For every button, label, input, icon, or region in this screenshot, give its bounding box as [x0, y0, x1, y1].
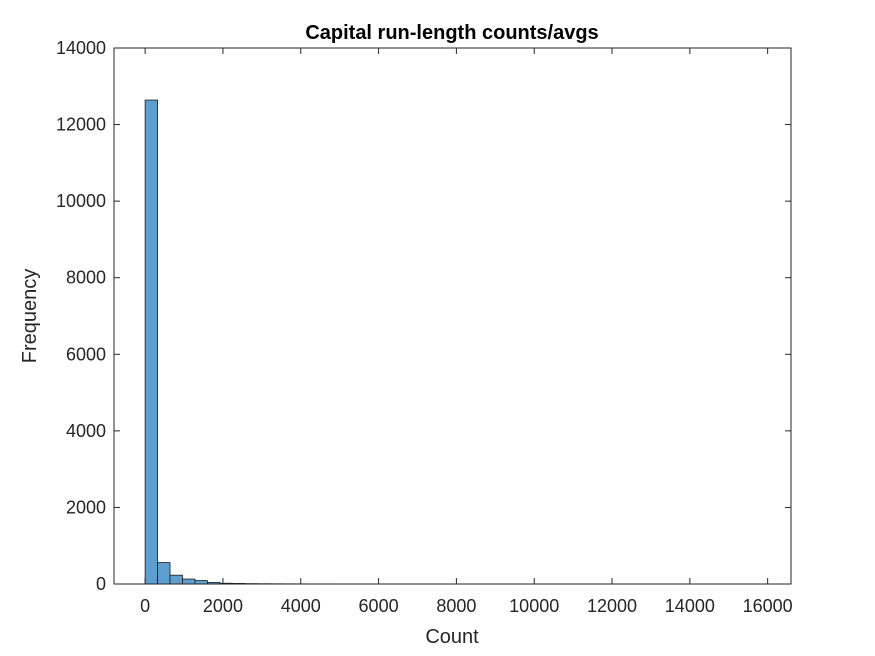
x-tick-label: 4000	[281, 596, 321, 616]
x-tick-label: 16000	[743, 596, 793, 616]
x-tick-label: 2000	[203, 596, 243, 616]
y-tick-label: 0	[96, 574, 106, 594]
bars-group	[144, 99, 769, 585]
x-tick-label: 0	[140, 596, 150, 616]
y-tick-label: 8000	[66, 268, 106, 288]
y-tick-label: 2000	[66, 497, 106, 517]
y-tick-label: 6000	[66, 344, 106, 364]
y-tick-label: 4000	[66, 421, 106, 441]
histogram-bar	[182, 578, 196, 585]
x-axis-label: Count	[425, 626, 479, 648]
histogram-bar	[144, 99, 158, 585]
chart-title: Capital run-length counts/avgs	[305, 22, 598, 44]
x-axis: 0 2000 4000 6000 8000 10000 12000 14000 16000	[140, 48, 793, 616]
histogram-bar	[194, 580, 208, 585]
x-tick-label: 14000	[665, 596, 715, 616]
x-tick-label: 6000	[359, 596, 399, 616]
y-tick-label: 12000	[56, 115, 106, 135]
histogram-bar	[157, 562, 171, 585]
y-axis-label: Frequency	[19, 269, 41, 364]
y-axis: 0 2000 4000 6000 8000 10000 12000 14000	[56, 38, 791, 594]
y-tick-label: 10000	[56, 191, 106, 211]
y-tick-label: 14000	[56, 38, 106, 58]
plot-area-frame	[113, 47, 792, 585]
histogram-bar	[169, 574, 183, 585]
x-tick-label: 10000	[509, 596, 559, 616]
x-tick-label: 8000	[436, 596, 476, 616]
x-tick-label: 12000	[587, 596, 637, 616]
